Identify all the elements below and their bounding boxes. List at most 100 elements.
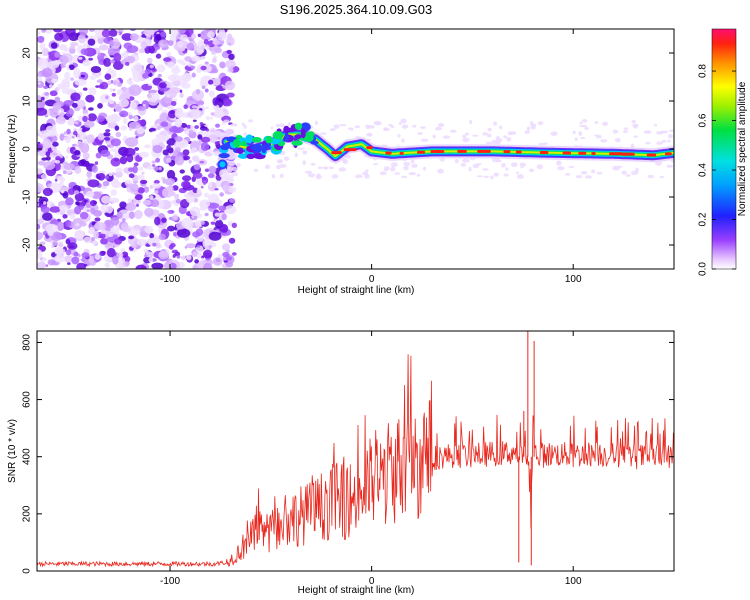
noise-speckle: [54, 51, 61, 58]
noise-speckle: [40, 206, 50, 213]
noise-speckle: [580, 171, 588, 175]
noise-speckle: [67, 242, 78, 250]
noise-speckle: [128, 167, 135, 172]
noise-speckle: [283, 156, 290, 161]
noise-speckle: [89, 75, 96, 81]
noise-speckle: [74, 78, 87, 86]
noise-speckle: [66, 128, 71, 135]
noise-speckle: [85, 190, 95, 198]
noise-speckle: [37, 160, 46, 166]
noise-speckle: [498, 125, 503, 130]
noise-speckle: [158, 39, 169, 49]
noise-speckle: [49, 84, 54, 89]
noise-speckle: [167, 61, 175, 69]
noise-speckle: [62, 214, 68, 219]
noise-speckle: [200, 65, 207, 71]
noise-speckle: [225, 128, 235, 135]
noise-speckle: [496, 138, 503, 142]
x-tick-label: 100: [565, 274, 582, 285]
noise-speckle: [124, 202, 137, 211]
spectrogram-noise-field: [37, 29, 674, 269]
noise-speckle: [43, 85, 49, 89]
noise-speckle: [520, 166, 524, 169]
noise-speckle: [179, 169, 185, 174]
noise-speckle: [170, 100, 177, 107]
noise-speckle: [350, 128, 354, 131]
noise-speckle: [338, 123, 347, 127]
noise-speckle: [197, 134, 203, 140]
noise-speckle: [176, 255, 181, 259]
noise-speckle: [157, 73, 162, 78]
noise-speckle: [202, 180, 207, 185]
noise-speckle: [460, 162, 467, 167]
noise-speckle: [154, 216, 161, 226]
noise-speckle: [138, 166, 144, 171]
noise-speckle: [557, 166, 565, 171]
noise-speckle: [169, 200, 176, 204]
noise-speckle: [66, 67, 70, 71]
signal-blob: [291, 140, 303, 146]
noise-speckle: [410, 159, 415, 164]
noise-speckle: [119, 156, 128, 165]
noise-speckle: [144, 225, 154, 234]
noise-speckle: [142, 199, 152, 206]
noise-speckle: [45, 125, 55, 132]
noise-speckle: [191, 215, 194, 219]
noise-speckle: [172, 254, 176, 258]
noise-speckle: [173, 232, 177, 237]
noise-speckle: [44, 92, 50, 96]
noise-speckle: [160, 121, 169, 127]
noise-speckle: [82, 87, 88, 91]
noise-speckle: [143, 144, 152, 149]
noise-speckle: [110, 148, 117, 152]
noise-speckle: [200, 185, 204, 189]
noise-speckle: [276, 159, 283, 164]
noise-speckle: [214, 188, 219, 191]
noise-speckle: [537, 121, 544, 126]
noise-speckle: [71, 256, 80, 265]
noise-speckle: [516, 174, 524, 179]
noise-speckle: [129, 101, 137, 110]
noise-speckle: [151, 262, 164, 269]
noise-speckle: [212, 257, 223, 266]
noise-speckle: [86, 170, 92, 178]
noise-speckle: [100, 149, 111, 157]
noise-speckle: [149, 127, 157, 132]
noise-speckle: [203, 249, 213, 259]
noise-speckle: [207, 202, 220, 209]
noise-speckle: [95, 152, 102, 159]
signal-blob: [294, 122, 303, 130]
noise-speckle: [97, 132, 104, 141]
noise-speckle: [155, 53, 162, 59]
noise-speckle: [59, 133, 65, 141]
noise-speckle: [373, 163, 379, 166]
noise-speckle: [42, 47, 50, 57]
spectrogram-x-ticks: -100 0 100: [160, 29, 582, 285]
noise-speckle: [70, 77, 75, 81]
noise-speckle: [183, 104, 189, 110]
noise-speckle: [231, 222, 237, 229]
noise-speckle: [69, 41, 79, 47]
signal-peak: [343, 148, 357, 152]
noise-speckle: [91, 236, 95, 242]
noise-speckle: [167, 109, 177, 119]
noise-speckle: [82, 59, 91, 67]
noise-speckle: [661, 139, 667, 143]
noise-speckle: [224, 80, 236, 91]
noise-speckle: [60, 189, 65, 194]
noise-speckle: [126, 78, 133, 85]
noise-speckle: [204, 88, 209, 93]
noise-speckle: [228, 160, 235, 166]
noise-speckle: [130, 243, 138, 248]
noise-speckle: [596, 171, 603, 175]
noise-speckle: [222, 251, 230, 258]
y-tick-label: 400: [22, 448, 33, 465]
noise-speckle: [47, 61, 60, 69]
noise-speckle: [110, 227, 116, 232]
noise-speckle: [85, 94, 95, 103]
noise-speckle: [221, 243, 231, 251]
signal-peak: [664, 152, 672, 156]
noise-speckle: [156, 123, 160, 127]
signal-peak: [385, 151, 392, 155]
noise-speckle: [37, 57, 49, 70]
